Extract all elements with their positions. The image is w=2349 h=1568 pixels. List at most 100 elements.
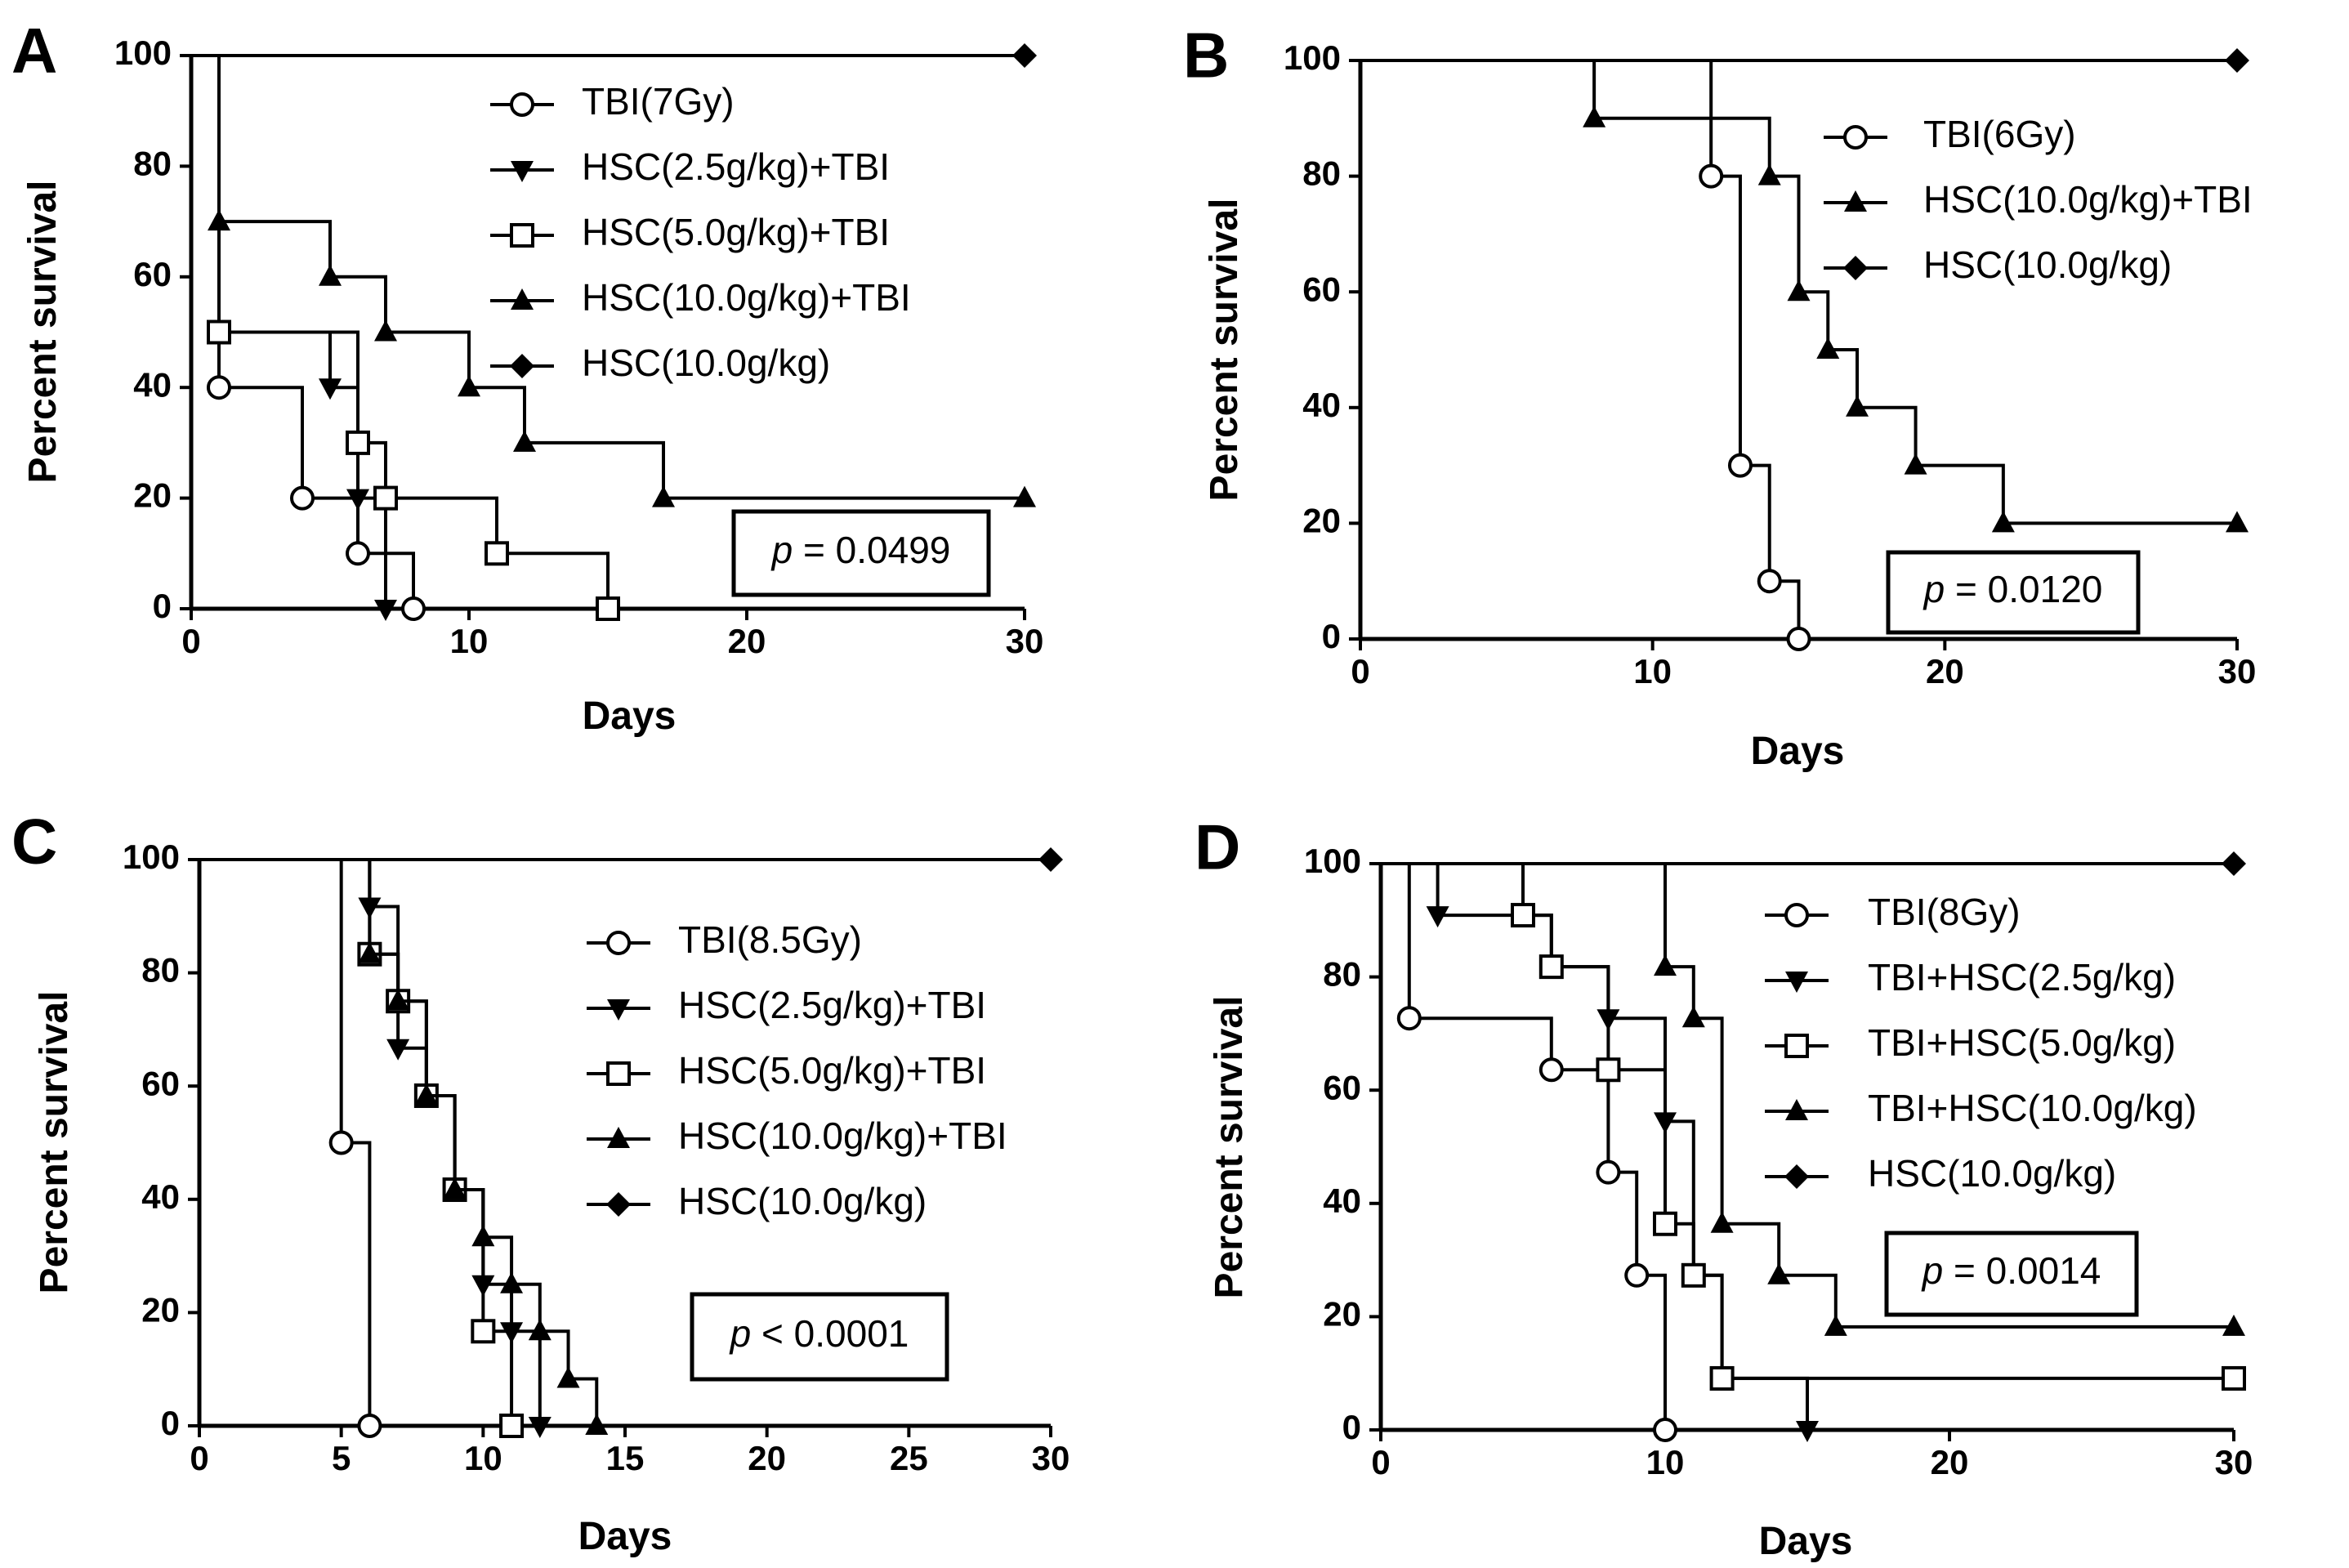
legend-item: HSC(10.0g/kg) (1765, 1152, 2116, 1195)
legend-marker (607, 999, 630, 1021)
y-tick-label: 20 (1323, 1294, 1361, 1333)
data-point (1709, 1365, 1735, 1391)
data-point (1699, 163, 1724, 189)
series-line (191, 54, 610, 609)
data-point (652, 485, 675, 507)
y-tick-label: 40 (1302, 386, 1341, 424)
legend-label: TBI(6Gy) (1923, 113, 2076, 155)
legend-marker (1843, 125, 1868, 150)
legend-label: TBI(8.5Gy) (678, 918, 862, 961)
series-1 (199, 858, 382, 1438)
legend-marker (606, 931, 631, 955)
p-value: = 0.0120 (1945, 568, 2102, 610)
x-tick-label: 30 (2218, 652, 2257, 690)
legend-item: TBI+HSC(2.5g/kg) (1765, 956, 2176, 998)
series-line (1381, 862, 2234, 1329)
data-point (2222, 1365, 2246, 1391)
legend-marker (606, 1192, 631, 1217)
data-point (1596, 1159, 1621, 1185)
data-point (458, 375, 480, 397)
data-point (596, 596, 620, 621)
series-4 (199, 858, 609, 1435)
series-3 (1360, 48, 2249, 73)
legend-label: HSC(10.0g/kg)+TBI (678, 1115, 1007, 1157)
legend-marker (1784, 903, 1809, 927)
data-point (471, 1319, 496, 1344)
panel-a: A 0 10 20 30 0 20 40 60 80 100 Days Percent survival… (11, 15, 1043, 738)
data-point (485, 541, 509, 566)
x-tick-label: 30 (1006, 622, 1044, 660)
data-point (414, 1083, 438, 1105)
data-point (1654, 954, 1677, 976)
data-point (1596, 1057, 1621, 1083)
x-tick-label: 10 (1633, 652, 1672, 690)
legend-marker (1785, 1099, 1808, 1120)
legend-marker (1844, 190, 1867, 212)
data-point (500, 1271, 524, 1293)
data-point (207, 375, 231, 400)
legend-marker (1785, 972, 1808, 993)
legend-label: HSC(10.0g/kg)+TBI (1923, 178, 2253, 221)
data-point (319, 378, 342, 400)
data-point (1624, 1262, 1650, 1288)
y-tick-label: 100 (1304, 842, 1361, 880)
data-point (1653, 1211, 1677, 1236)
series-line (191, 54, 1025, 500)
p-value-text: p = 0.0120 (1923, 568, 2103, 610)
y-tick-label: 60 (1302, 270, 1341, 308)
legend-item: TBI(6Gy) (1824, 113, 2076, 155)
y-axis-title: Percent survival (1203, 199, 1246, 502)
legend-item: HSC(5.0g/kg)+TBI (490, 211, 890, 253)
y-tick-label: 0 (1322, 617, 1341, 655)
legend-marker (606, 1061, 631, 1086)
y-tick-label: 40 (1323, 1182, 1361, 1220)
panel-letter: B (1183, 20, 1229, 92)
x-tick-label: 20 (1926, 652, 1964, 690)
series-5 (1381, 851, 2246, 876)
y-tick-label: 40 (133, 365, 172, 404)
panel-c: C 0 5 10 15 20 25 30 0 20 40 60 80 100 Days Percent sur… (11, 806, 1070, 1558)
data-point (471, 1225, 495, 1247)
data-point (1681, 1006, 1705, 1028)
legend-item: HSC(5.0g/kg)+TBI (587, 1049, 986, 1092)
x-tick-label: 10 (464, 1439, 502, 1477)
data-point (290, 485, 315, 511)
x-axis-title: Days (578, 1515, 672, 1558)
x-axis-title: Days (1751, 730, 1845, 773)
legend-marker (510, 92, 534, 117)
data-point (1757, 163, 1781, 185)
data-point (319, 264, 342, 286)
data-point (1787, 279, 1811, 302)
x-axis-title: Days (583, 695, 677, 738)
y-tick-label: 100 (123, 838, 180, 876)
legend: TBI(7Gy) HSC(2.5g/kg)+TBI HSC(5.0g/kg)+TBI… (490, 80, 911, 384)
p-value-text: p = 0.0499 (770, 529, 951, 571)
data-point (1846, 395, 1869, 417)
data-point (1511, 903, 1535, 928)
y-axis-title: Percent survival (21, 181, 65, 484)
series-3 (191, 54, 620, 621)
x-tick-label: 0 (1351, 652, 1369, 690)
legend-label: HSC(5.0g/kg)+TBI (678, 1049, 986, 1092)
p-value-frame (731, 509, 991, 597)
p-value-box: p = 0.0014 (1884, 1231, 2139, 1317)
legend-item: TBI+HSC(10.0g/kg) (1765, 1087, 2197, 1129)
legend-label: TBI(8Gy) (1868, 891, 2021, 933)
data-point (1653, 1418, 1677, 1442)
data-point (1038, 847, 1063, 872)
legend-item: HSC(10.0g/kg) (1824, 243, 2172, 286)
legend-item: HSC(10.0g/kg)+TBI (1824, 178, 2253, 221)
legend-item: TBI(8Gy) (1765, 891, 2021, 933)
data-point (1426, 906, 1449, 928)
y-tick-label: 80 (1323, 955, 1361, 994)
y-tick-label: 0 (161, 1404, 180, 1442)
legend-item: TBI(8.5Gy) (587, 918, 862, 961)
p-value: = 0.0014 (1943, 1249, 2101, 1292)
data-point (585, 1414, 609, 1435)
x-tick-label: 20 (728, 622, 766, 660)
y-axis-title: Percent survival (1208, 996, 1251, 1299)
x-tick-label: 20 (1931, 1443, 1969, 1481)
legend-label: TBI+HSC(2.5g/kg) (1868, 956, 2176, 998)
legend-label: TBI+HSC(10.0g/kg) (1868, 1087, 2197, 1129)
legend-marker (511, 161, 534, 182)
